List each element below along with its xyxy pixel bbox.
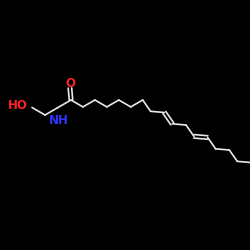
Text: O: O	[65, 76, 75, 90]
Text: NH: NH	[49, 114, 69, 127]
Text: HO: HO	[8, 99, 28, 112]
